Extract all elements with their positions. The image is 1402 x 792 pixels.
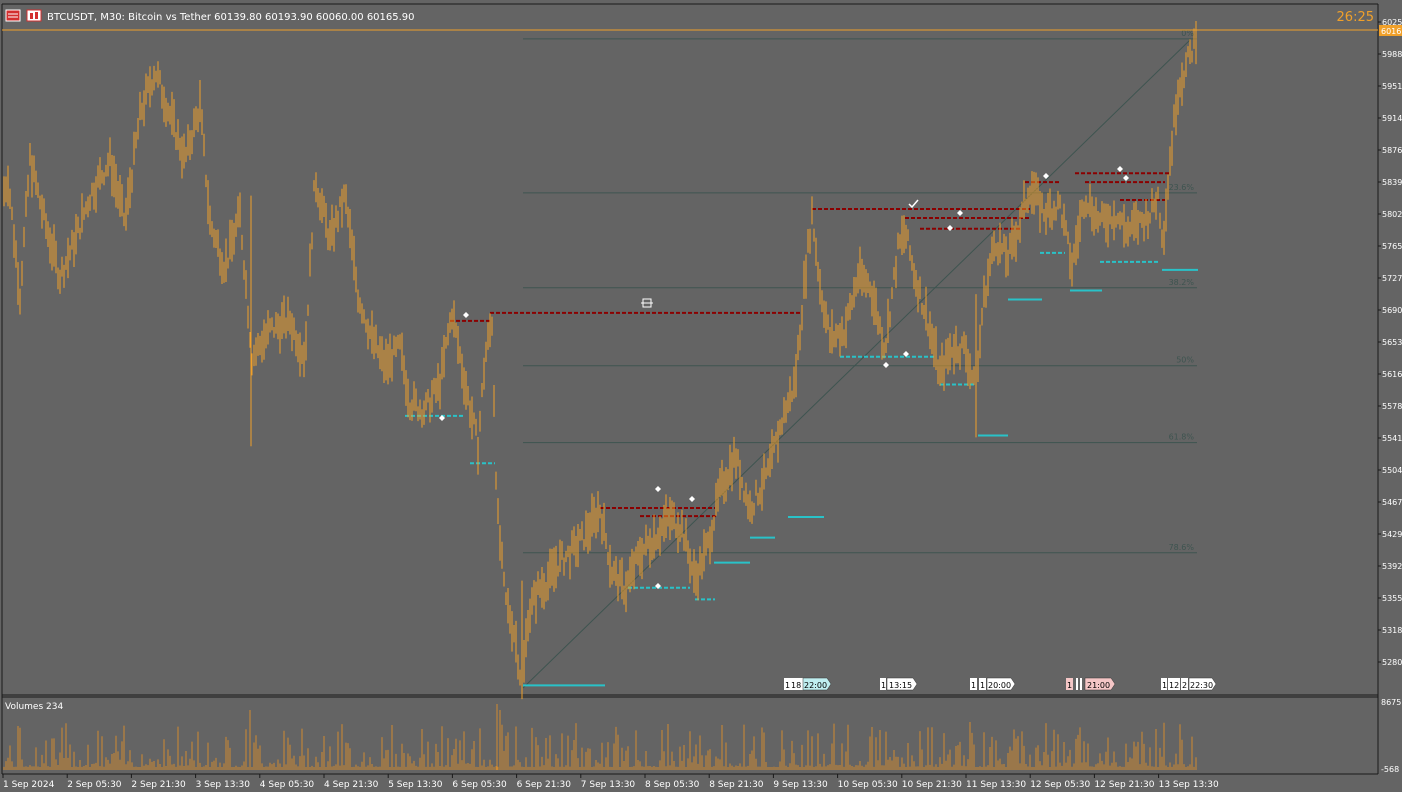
fib-level-label: 0% [1181,29,1194,38]
volume-min-label: -568 [1381,765,1399,774]
session-tag: 1 [881,681,886,690]
price-axis-label: 5802 [1382,210,1402,219]
time-axis-label: 1 Sep 2024 [3,780,55,790]
fib-level-label: 50% [1176,356,1194,365]
session-tag: 1 [980,681,985,690]
marker-diamond [957,210,963,216]
price-axis-label: 5541 [1382,434,1402,443]
session-tag: 21:00 [1087,681,1110,690]
fib-level-label: 23.6% [1169,183,1195,192]
session-tag: 1 [971,681,976,690]
signal-markers [439,166,1129,589]
marker-diamond [655,486,661,492]
price-axis-label: 5951 [1382,82,1402,91]
session-tag: 18 [791,681,801,690]
bar-timer: 26:25 [1337,10,1374,25]
time-axis-label: 2 Sep 05:30 [67,780,122,790]
current-price-label: 6016 [1381,27,1401,36]
check-mark-icon [908,199,919,209]
price-axis-label: 5914 [1382,114,1402,123]
marker-diamond [655,583,661,589]
time-axis: 1 Sep 2024 2 Sep 05:30 2 Sep 21:30 3 Sep 13… [2,774,1219,790]
sr-levels [405,172,1198,687]
volume-max-label: 8675 [1381,698,1401,707]
time-axis-label: 6 Sep 21:30 [517,780,572,790]
marker-diamond [1123,175,1129,181]
session-tag: 2 [1182,681,1187,690]
fib-level-label: 61.8% [1169,433,1195,442]
price-axis-label: 5318 [1382,626,1402,635]
price-axis: 6025 5988 5951 5914 5876 5839 5802 5765 5727 5690… [1378,18,1402,667]
time-axis-label: 3 Sep 13:30 [196,780,251,790]
session-tags: 1 18 22:00 1 13:15 1 1 20:00 1 21:00 1 1… [784,677,1217,691]
chart-type-icon[interactable] [26,9,42,22]
time-axis-label: 5 Sep 13:30 [388,780,443,790]
price-axis-label: 5429 [1382,530,1402,539]
price-axis-label: 5690 [1382,306,1402,315]
price-axis-label: 5504 [1382,466,1402,475]
marker-diamond [689,496,695,502]
crosshair-object-icon[interactable] [641,298,653,308]
time-axis-label: 7 Sep 13:30 [581,780,636,790]
symbol-menu-icon[interactable] [5,9,21,22]
session-tag: 20:00 [988,681,1011,690]
price-axis-label: 5727 [1382,274,1402,283]
price-axis-label: 5653 [1382,338,1402,347]
session-tag: 13:15 [889,681,912,690]
session-tag: 22:00 [804,681,827,690]
price-axis-label: 5876 [1382,146,1402,155]
time-axis-label: 4 Sep 21:30 [324,780,379,790]
time-axis-label: 10 Sep 05:30 [838,780,898,790]
time-axis-label: 10 Sep 21:30 [902,780,962,790]
time-axis-label: 13 Sep 13:30 [1159,780,1219,790]
price-axis-label: 5467 [1382,498,1402,507]
price-axis-label: 5392 [1382,562,1402,571]
marker-diamond [883,362,889,368]
price-axis-label: 5616 [1382,370,1402,379]
price-axis-label: 5839 [1382,178,1402,187]
volume-panel-title: Volumes 234 [5,702,63,712]
session-tag: 12 [1169,681,1179,690]
price-axis-label: 5988 [1382,50,1402,59]
time-axis-label: 12 Sep 05:30 [1030,780,1090,790]
marker-diamond [947,225,953,231]
session-tag: 1 [1162,681,1167,690]
price-axis-label: 6025 [1382,18,1402,27]
time-axis-label: 4 Sep 05:30 [260,780,315,790]
price-axis-label: 5355 [1382,594,1402,603]
time-axis-label: 9 Sep 13:30 [773,780,828,790]
price-axis-label: 5578 [1382,402,1402,411]
time-axis-label: 12 Sep 21:30 [1094,780,1154,790]
marker-diamond [1117,166,1123,172]
marker-diamond [439,415,445,421]
time-axis-label: 8 Sep 05:30 [645,780,700,790]
volume-histogram [3,704,1197,770]
price-axis-background [1378,0,1402,792]
time-axis-label: 2 Sep 21:30 [131,780,186,790]
symbol-info: BTCUSDT, M30: Bitcoin vs Tether 60139.80… [47,12,415,23]
marker-diamond [463,312,469,318]
fib-level-label: 78.6% [1169,543,1195,552]
price-axis-label: 5765 [1382,242,1402,251]
price-series [3,21,1197,700]
session-tag: 1 [785,681,790,690]
time-axis-label: 11 Sep 13:30 [966,780,1026,790]
fibonacci-retracement[interactable]: 0% 23.6% 38.2% 50% 61.8% 78.6% [523,29,1197,554]
time-axis-label: 6 Sep 05:30 [452,780,507,790]
price-axis-label: 5280 [1382,658,1402,667]
session-tag: 22:30 [1190,681,1213,690]
marker-diamond [1043,173,1049,179]
time-axis-label: 8 Sep 21:30 [709,780,764,790]
marker-diamond [903,351,909,357]
fib-level-label: 38.2% [1169,278,1195,287]
session-tag: 1 [1067,681,1072,690]
current-price-tag [1379,25,1402,36]
